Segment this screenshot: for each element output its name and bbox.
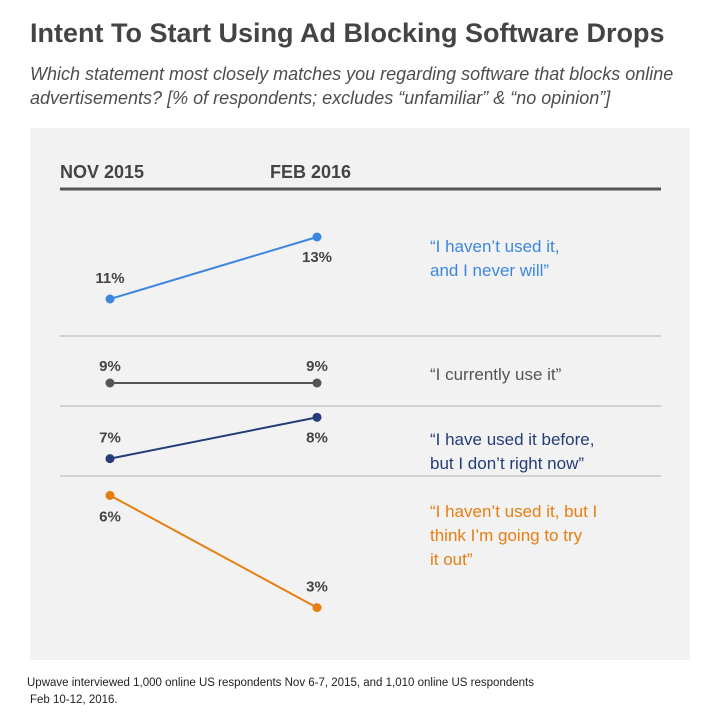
series-4-value-label-feb-2016: 3% (306, 579, 328, 596)
series-1-label-line-2: and I never will” (430, 261, 549, 280)
series-3-value-label-nov-2015: 7% (99, 430, 121, 447)
chart-title: Intent To Start Using Ad Blocking Softwa… (30, 18, 665, 48)
series-3-value-label-feb-2016: 8% (306, 429, 328, 446)
series-1-label-line-1: “I haven’t used it, (430, 237, 559, 256)
series-1-value-label-nov-2015: 11% (95, 270, 124, 287)
series-4-label-line-1: “I haven’t used it, but I (430, 502, 597, 521)
series-3-point-feb-2016 (312, 412, 322, 422)
series-4-label-line-2: think I’m going to try (430, 526, 583, 545)
series-4-point-feb-2016 (312, 603, 322, 613)
series-4-label-line-3: it out” (430, 550, 473, 569)
series-3-line (109, 416, 318, 460)
series-2-label-line-1: “I currently use it” (430, 365, 562, 384)
series-1-point-feb-2016 (312, 232, 322, 242)
series-1-point-nov-2015 (105, 294, 115, 304)
series-4-value-label-nov-2015: 6% (99, 508, 121, 525)
series-1-line (109, 236, 318, 300)
series-4-point-nov-2015 (105, 490, 115, 500)
footer-line-2: Feb 10-12, 2016. (30, 694, 118, 706)
footer-line-1: Upwave interviewed 1,000 online US respo… (27, 677, 534, 689)
series-3-point-nov-2015 (105, 454, 115, 464)
column-header-feb-2016: FEB 2016 (270, 162, 351, 182)
series-3-label-line-1: “I have used it before, (430, 430, 594, 449)
series-3-label-line-2: but I don’t right now” (430, 454, 584, 473)
series-2-point-feb-2016 (312, 378, 322, 388)
series-2-value-label-nov-2015: 9% (99, 358, 121, 375)
footer-note: Upwave interviewed 1,000 online US respo… (27, 675, 707, 709)
slope-chart: NOV 2015 FEB 2016 11% 13% “I haven’t used it… (60, 162, 661, 613)
column-header-nov-2015: NOV 2015 (60, 162, 144, 182)
series-2-label: “I currently use it” (430, 365, 562, 384)
series-4-label: “I haven’t used it, but I think I’m going… (430, 502, 597, 569)
series-1-value-label-feb-2016: 13% (302, 249, 332, 266)
chart-panel: NOV 2015 FEB 2016 11% 13% “I haven’t used it… (30, 128, 690, 660)
series-1-label: “I haven’t used it, and I never will” (430, 237, 559, 280)
chart-subtitle: Which statement most closely matches you… (30, 64, 674, 108)
series-4-line (109, 494, 318, 609)
series-3-label: “I have used it before, but I don’t right… (430, 430, 594, 473)
series-2-value-label-feb-2016: 9% (306, 358, 328, 375)
series-2-point-nov-2015 (105, 378, 115, 388)
